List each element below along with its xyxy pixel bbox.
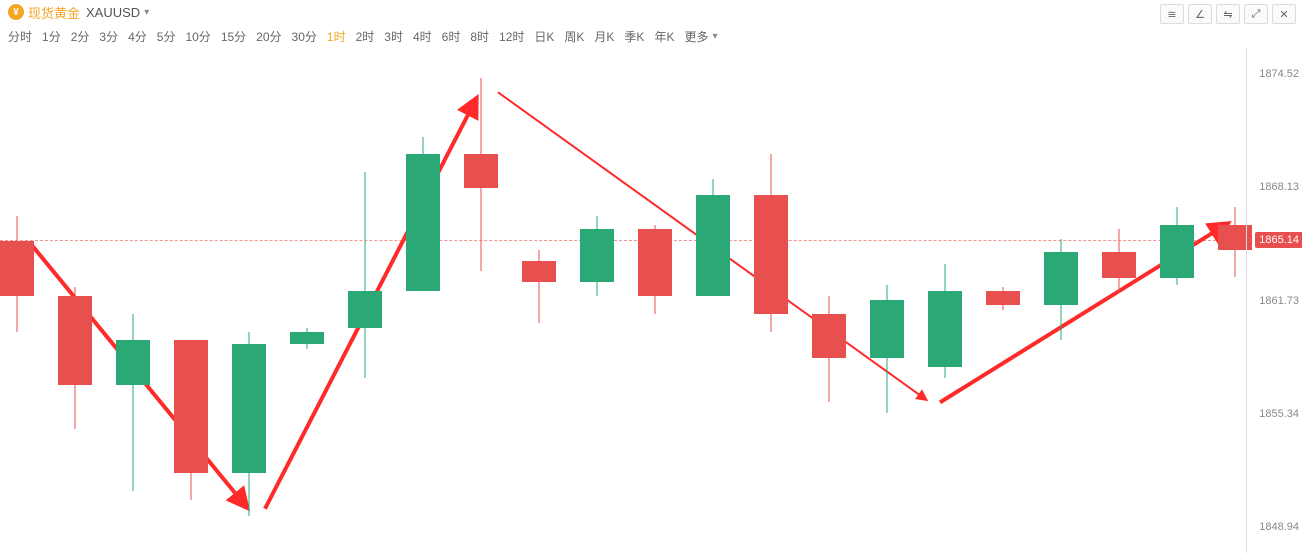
y-axis-label: 1848.94 [1259,521,1299,533]
timeframe-12[interactable]: 3时 [384,28,403,45]
candle[interactable] [522,48,556,553]
candle-body [232,344,266,473]
candle[interactable] [406,48,440,553]
candle-body [522,261,556,282]
candle[interactable] [754,48,788,553]
timeframe-18[interactable]: 周K [564,28,584,45]
candle-body [290,332,324,344]
candle-body [1102,252,1136,279]
candle[interactable] [580,48,614,553]
dropdown-caret-icon[interactable]: ▾ [144,7,149,18]
candle-body [696,195,730,296]
y-axis-label: 1868.13 [1259,181,1299,193]
timeframe-15[interactable]: 8时 [470,28,489,45]
timeframe-9[interactable]: 30分 [292,28,317,45]
candle[interactable] [638,48,672,553]
timeframe-0[interactable]: 分时 [8,28,32,45]
timeframe-4[interactable]: 4分 [128,28,147,45]
candle[interactable] [870,48,904,553]
timeframe-17[interactable]: 日K [534,28,554,45]
candle[interactable] [1102,48,1136,553]
candle[interactable] [1160,48,1194,553]
timeframe-6[interactable]: 10分 [185,28,210,45]
gold-icon: ¥ [8,4,24,20]
y-axis-label: 1874.52 [1259,68,1299,80]
timeframe-14[interactable]: 6时 [442,28,461,45]
chart-header: ¥ 现货黄金 XAUUSD ▾ [0,0,1302,24]
timeframe-21[interactable]: 年K [654,28,674,45]
tool-button-0[interactable]: ≅ [1160,4,1184,24]
candle[interactable] [928,48,962,553]
candle[interactable] [348,48,382,553]
candle[interactable] [174,48,208,553]
candle-body [174,340,208,473]
y-axis-label: 1861.73 [1259,295,1299,307]
candle-body [638,229,672,296]
timeframe-7[interactable]: 15分 [221,28,246,45]
candle[interactable] [1044,48,1078,553]
timeframe-2[interactable]: 2分 [71,28,90,45]
top-right-toolbar: ≅∠⇋⤢✕ [1160,4,1296,24]
current-price-tag: 1865.14 [1255,232,1302,248]
timeframe-10[interactable]: 1时 [327,28,346,45]
instrument-symbol[interactable]: XAUUSD [86,5,140,20]
timeframe-8[interactable]: 20分 [256,28,281,45]
tool-button-2[interactable]: ⇋ [1216,4,1240,24]
candle-body [580,229,614,282]
candle[interactable] [464,48,498,553]
candle[interactable] [116,48,150,553]
more-caret-icon: ▾ [712,31,717,42]
candle-body [0,241,34,296]
candle-body [348,291,382,328]
timeframe-3[interactable]: 3分 [99,28,118,45]
timeframe-11[interactable]: 2时 [356,28,375,45]
candle[interactable] [232,48,266,553]
timeframe-toolbar: 分时 1分 2分 3分 4分 5分 10分 15分 20分 30分 1时 2时 3时 4时 6时 8时 12时日… [8,28,718,45]
candle-body [754,195,788,314]
timeframe-22[interactable]: 更多 [684,28,708,45]
candle[interactable] [0,48,34,553]
candle-body [58,296,92,385]
chart-area[interactable] [0,48,1246,553]
tool-button-4[interactable]: ✕ [1272,4,1296,24]
candle-body [986,291,1020,305]
candle[interactable] [58,48,92,553]
timeframe-13[interactable]: 4时 [413,28,432,45]
timeframe-20[interactable]: 季K [624,28,644,45]
candle-body [1160,225,1194,278]
candle-body [406,154,440,290]
instrument-name[interactable]: 现货黄金 [28,3,80,22]
y-axis-label: 1855.34 [1259,408,1299,420]
timeframe-19[interactable]: 月K [594,28,614,45]
candle-body [812,314,846,358]
candle-body [870,300,904,358]
timeframe-1[interactable]: 1分 [42,28,61,45]
candle[interactable] [812,48,846,553]
candle[interactable] [986,48,1020,553]
candle-body [464,154,498,188]
tool-button-1[interactable]: ∠ [1188,4,1212,24]
candle-wick [365,172,366,378]
candle-body [1044,252,1078,305]
candle[interactable] [696,48,730,553]
tool-button-3[interactable]: ⤢ [1244,4,1268,24]
candle[interactable] [290,48,324,553]
candle-body [116,340,150,384]
timeframe-5[interactable]: 5分 [157,28,176,45]
timeframe-16[interactable]: 12时 [499,28,524,45]
candle-body [928,291,962,367]
y-axis: 1874.52 1868.13 1865.14 1861.73 1855.34 1848.… [1246,48,1302,553]
